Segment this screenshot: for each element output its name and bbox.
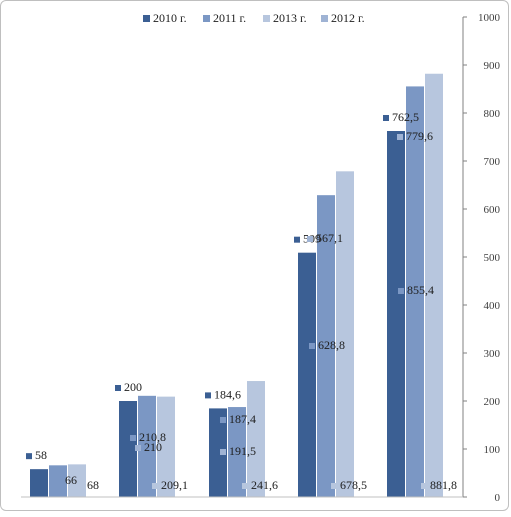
data-label-s1-c4-marker [294, 236, 300, 243]
legend: 2010 г. 2011 г. 2013 г. 2012 г. [143, 11, 365, 25]
data-label-s2-c2-marker [130, 435, 136, 441]
data-label-s3-c1: 68 [87, 478, 99, 492]
bars [30, 73, 443, 498]
data-label-s3-c4: 678,5 [340, 478, 367, 492]
data-label-s2-c4: 628,8 [318, 338, 345, 352]
y-tick-label-300: 300 [484, 348, 501, 360]
data-label-s2-c1: 66 [65, 473, 77, 487]
bar-s1-c2 [119, 401, 137, 497]
bar-s3-c5 [425, 73, 443, 498]
data-label-extra-2: 191,5 [229, 444, 256, 458]
legend-swatch-4 [321, 15, 328, 22]
y-axis: 0 100 200 300 400 500 600 700 800 900 1000 [21, 12, 501, 504]
data-label-s2-c5-marker [398, 288, 404, 294]
y-tick-label-0: 0 [495, 492, 501, 504]
data-label-s1-c2-marker [115, 385, 121, 391]
data-label-s3-c3-marker [242, 483, 248, 489]
data-label-s2-c1-marker [56, 478, 62, 484]
legend-swatch-2 [203, 15, 210, 22]
data-label-s2-c5: 855,4 [407, 283, 434, 297]
bar-s3-c2 [157, 396, 175, 497]
data-label-extra-1-marker [135, 445, 141, 451]
data-label-extra-3: 567,1 [316, 231, 343, 245]
bar-s1-c4 [298, 252, 316, 497]
data-label-extra-3-marker [307, 236, 313, 242]
legend-label-1: 2010 г. [153, 11, 187, 25]
data-label-s2-c3: 187,4 [229, 412, 256, 426]
bar-s2-c2 [138, 395, 156, 497]
bar-s1-c5 [387, 131, 405, 497]
y-tick-label-100: 100 [484, 444, 501, 456]
bar-s1-c1 [30, 469, 48, 497]
data-label-s3-c5: 881,8 [430, 478, 457, 492]
y-tick-label-1000: 1000 [478, 12, 501, 24]
data-label-s1-c5-marker [383, 115, 389, 121]
y-tick-label-600: 600 [484, 204, 501, 216]
data-label-extra-1: 210 [144, 440, 162, 454]
legend-swatch-3 [263, 15, 270, 22]
y-tick-label-700: 700 [484, 156, 501, 168]
data-label-s1-c3: 184,6 [214, 387, 241, 401]
bar-s1-c3 [209, 408, 227, 497]
data-label-s3-c5-marker [421, 483, 427, 489]
bar-s2-c4 [317, 195, 335, 497]
bar-s2-c5 [406, 86, 424, 498]
y-tick-label-900: 900 [484, 60, 501, 72]
data-label-s2-c2: 210,8 [139, 430, 166, 444]
data-label-s1-c5: 762,5 [392, 110, 419, 124]
data-label-s2-c3-marker [220, 417, 226, 423]
data-label-s2-c4-marker [309, 343, 315, 349]
data-label-s3-c1-marker [78, 483, 84, 489]
data-label-s3-c4-marker [331, 483, 337, 489]
data-label-extra-2-marker [220, 449, 226, 455]
y-tick-label-200: 200 [484, 396, 501, 408]
y-tick-label-400: 400 [484, 300, 501, 312]
data-label-s1-c1-marker [26, 453, 32, 460]
bar-s3-c4 [336, 171, 354, 497]
bar-s2-c3 [228, 407, 246, 497]
y-tick-label-800: 800 [484, 108, 501, 120]
y-tick-label-500: 500 [484, 252, 501, 264]
data-label-s1-c1: 58 [35, 448, 47, 462]
data-labels: 58200184,6509762,566210,8187,4628,8855,4… [26, 110, 457, 492]
bar-s3-c3 [247, 381, 265, 497]
data-label-s3-c3: 241,6 [251, 478, 278, 492]
data-label-s3-c2: 209,1 [161, 478, 188, 492]
data-label-s3-c2-marker [152, 483, 158, 489]
data-label-s1-c3-marker [205, 392, 211, 399]
data-label-extra-4: 779,6 [406, 129, 433, 143]
legend-label-3: 2013 г. [273, 11, 307, 25]
legend-swatch-1 [143, 15, 150, 22]
data-label-s1-c2: 200 [124, 380, 142, 394]
legend-label-2: 2011 г. [213, 11, 246, 25]
data-label-extra-4-marker [397, 134, 403, 140]
legend-label-4: 2012 г. [331, 11, 365, 25]
